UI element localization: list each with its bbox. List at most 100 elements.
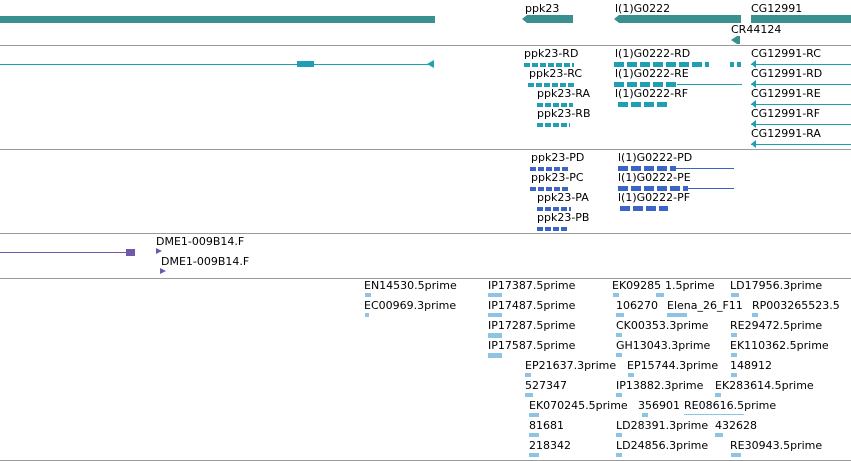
est-label[interactable]: EP15744.3prime [627,359,719,372]
est-label[interactable]: 432628 [715,419,757,432]
transcript-arrow [751,120,756,128]
gene-bar-cg12991[interactable] [751,15,851,23]
est-glyph [731,333,737,337]
est-glyph [616,433,622,437]
est-label[interactable]: IP17487.5prime [488,299,576,312]
gene-label-cr44124[interactable]: CR44124 [731,23,782,36]
transcript-exon [297,61,314,67]
gene-label-cg12991[interactable]: CG12991 [751,2,803,15]
gene-bar-cr44124[interactable] [731,36,741,44]
est-glyph [752,313,758,317]
transcript-label[interactable]: CG12991-RA [751,127,821,140]
protein-label[interactable]: l(1)G0222-PF [618,191,691,204]
clone-label[interactable]: DME1-009B14.F [161,255,250,268]
transcript-label[interactable]: ppk23-RC [529,67,583,80]
transcript-label[interactable]: ppk23-RB [537,107,591,120]
est-glyph [365,313,369,317]
protein-line [676,168,734,169]
clone-line[interactable] [0,252,132,253]
protein-label[interactable]: ppk23-PC [531,171,584,184]
est-label[interactable]: LD17956.3prime [730,279,823,292]
est-glyph [731,353,737,357]
gene-bar-ppk23[interactable] [522,14,574,24]
est-label[interactable]: 106270 [616,299,658,312]
est-label[interactable]: EP21637.3prime [525,359,617,372]
transcript-label[interactable]: l(1)G0222-RE [615,67,689,80]
est-glyph [488,333,502,338]
est-label[interactable]: EK110362.5prime [730,339,829,352]
transcript-label[interactable]: ppk23-RD [524,47,579,60]
transcript-exons [524,63,574,67]
transcript-label[interactable]: CG12991-RC [751,47,821,60]
protein-label[interactable]: l(1)G0222-PD [618,151,693,164]
est-label[interactable]: 218342 [529,439,571,452]
est-glyph [616,393,622,397]
est-glyph [529,433,539,437]
est-glyph [525,373,531,377]
transcript-label[interactable]: l(1)G0222-RD [615,47,691,60]
est-label[interactable]: RP003265523.5 [752,299,840,312]
protein-exons [530,167,570,171]
protein-exons [620,206,668,211]
est-label[interactable]: EK070245.5prime [529,399,628,412]
est-label[interactable]: IP17587.5prime [488,339,576,352]
est-label[interactable]: 356901 [638,399,680,412]
transcript-label[interactable]: CG12991-RF [751,107,821,120]
gene-bar-l1g0222[interactable] [614,14,742,24]
est-label[interactable]: LD28391.3prime [616,419,709,432]
est-label[interactable]: RE08616.5prime [684,399,777,412]
est-glyph [731,453,741,457]
transcript-label[interactable]: ppk23-RA [537,87,591,100]
clone-end [126,249,135,256]
transcript-line-long[interactable] [0,64,433,65]
est-label[interactable]: RE29472.5prime [730,319,823,332]
est-label[interactable]: CK00353.3prime [616,319,709,332]
est-label[interactable]: GH13043.3prime [616,339,711,352]
transcript-arrow [751,80,756,88]
est-glyph [731,293,739,297]
transcript-label[interactable]: CG12991-RD [751,67,823,80]
est-label[interactable]: EC00969.3prime [364,299,457,312]
est-glyph [715,433,723,437]
est-label[interactable]: EN14530.5prime [364,279,457,292]
transcript-label[interactable]: l(1)G0222-RF [615,87,689,100]
track-separator [0,278,851,279]
clone-label[interactable]: DME1-009B14.F [156,235,245,248]
est-glyph [715,393,721,397]
est-label[interactable]: EK283614.5prime [715,379,814,392]
transcript-line [751,104,851,105]
est-label[interactable]: 148912 [730,359,772,372]
protein-exons [537,227,568,231]
protein-label[interactable]: ppk23-PA [537,191,589,204]
est-glyph [731,373,737,377]
est-label[interactable]: 527347 [525,379,567,392]
est-glyph [642,413,648,417]
est-glyph [488,313,502,317]
transcript-exons [614,62,709,67]
protein-label[interactable]: ppk23-PD [531,151,585,164]
transcript-exons [614,82,677,87]
est-label[interactable]: EK09285 [612,279,662,292]
est-label[interactable]: RE30943.5prime [730,439,823,452]
est-glyph [616,313,624,317]
est-label[interactable]: IP17287.5prime [488,319,576,332]
transcript-arrow [751,140,756,148]
gene-bar-left[interactable] [0,16,435,23]
est-label[interactable]: Elena_26_F11 [667,299,743,312]
est-label[interactable]: IP17387.5prime [488,279,576,292]
est-label[interactable]: IP13882.3prime [616,379,704,392]
est-label[interactable]: 1.5prime [665,279,715,292]
transcript-line [751,144,851,145]
est-label[interactable]: LD24856.3prime [616,439,709,452]
protein-label[interactable]: l(1)G0222-PE [618,171,691,184]
est-glyph [616,453,622,457]
protein-label[interactable]: ppk23-PB [537,211,590,224]
gene-label-l1g0222[interactable]: l(1)G0222 [615,2,671,15]
track-separator [0,149,851,150]
transcript-label[interactable]: CG12991-RE [751,87,821,100]
est-glyph [616,353,622,357]
est-label[interactable]: 81681 [529,419,564,432]
gene-label-ppk23[interactable]: ppk23 [525,2,560,15]
track-separator [0,45,851,46]
